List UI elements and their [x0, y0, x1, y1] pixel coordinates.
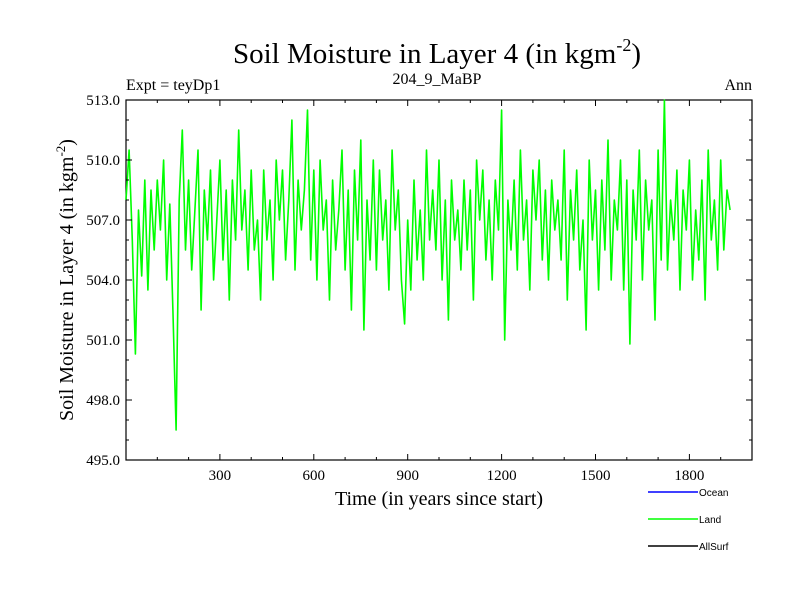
y-tick-label-5: 510.0: [86, 153, 120, 169]
x-tick-label-1200: 1200: [487, 468, 517, 484]
x-tick-label-1500: 1500: [581, 468, 611, 484]
y-tick-label-6: 513.0: [86, 93, 120, 109]
y-axis-title-superscript: -2: [53, 146, 68, 157]
x-tick-label-600: 600: [303, 468, 326, 484]
chart-title-main: Soil Moisture in Layer 4 (in kgm: [233, 38, 617, 70]
series-line-land: [125, 99, 731, 431]
period-label: 204_9_MaBP: [393, 71, 482, 88]
x-axis-title: Time (in years since start): [335, 488, 543, 510]
x-tick-label-300: 300: [209, 468, 232, 484]
y-axis: 495.0 498.0 501.0 504.0 507.0 510.0 513.0: [86, 93, 752, 469]
x-axis: 300 600 900 1200 1500 1800: [156, 100, 722, 484]
y-tick-label-4: 507.0: [86, 213, 120, 229]
x-tick-label-900: 900: [396, 468, 419, 484]
chart-title-superscript: -2: [616, 35, 631, 55]
series-group: [125, 99, 731, 431]
experiment-label: Expt = teyDp1: [126, 77, 220, 94]
y-tick-label-0: 495.0: [86, 453, 120, 469]
chart-title: Soil Moisture in Layer 4 (in kgm-2): [233, 35, 641, 70]
y-axis-title-main: Soil Moisture in Layer 4 (in kgm: [56, 156, 78, 421]
legend: Ocean Land AllSurf: [648, 488, 729, 553]
y-tick-label-1: 498.0: [86, 393, 120, 409]
chart-title-close: ): [631, 38, 641, 70]
y-axis-title: Soil Moisture in Layer 4 (in kgm-2): [53, 139, 78, 421]
y-tick-label-2: 501.0: [86, 333, 120, 349]
y-tick-label-3: 504.0: [86, 273, 120, 289]
y-axis-title-close: ): [56, 139, 78, 146]
legend-label-allsurf: AllSurf: [699, 542, 729, 553]
legend-label-land: Land: [699, 515, 721, 526]
legend-label-ocean: Ocean: [699, 488, 728, 499]
x-tick-label-1800: 1800: [674, 468, 704, 484]
season-label: Ann: [724, 77, 752, 94]
